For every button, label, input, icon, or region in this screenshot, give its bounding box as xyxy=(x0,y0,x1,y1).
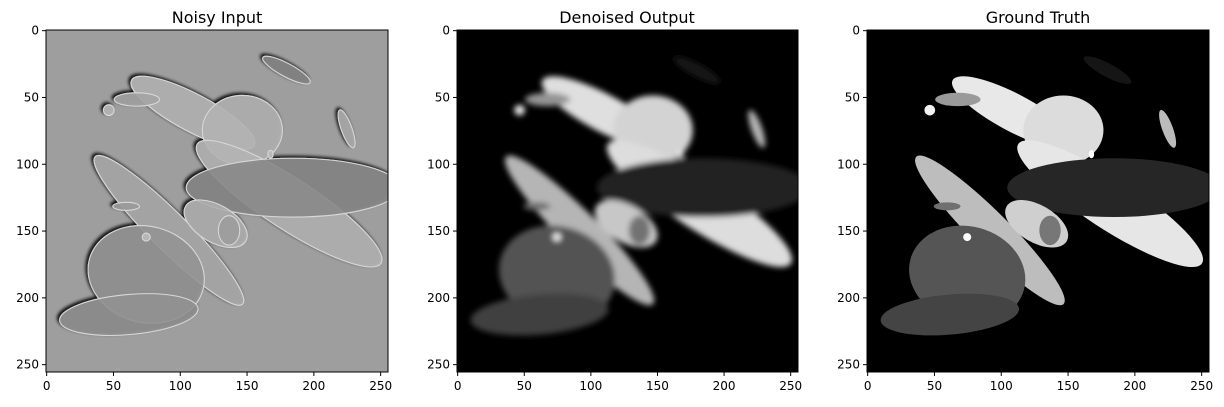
x-tick-label: 200 xyxy=(1123,379,1146,393)
panel-title: Noisy Input xyxy=(172,8,263,27)
ellipse-shape xyxy=(337,109,356,149)
x-tick-label: 250 xyxy=(779,379,802,393)
ellipse-shape xyxy=(267,149,274,159)
panel-ground-truth: Ground Truth 0 50 100 150 200 250 0 50 100 150 20… xyxy=(837,8,1213,393)
ellipse-shape xyxy=(262,55,311,85)
y-tick-label: 0 xyxy=(852,24,860,38)
x-tick-label: 50 xyxy=(106,379,121,393)
panel-denoised-output: Denoised Output 0 50 100 150 200 250 0 50 100 15… xyxy=(427,8,802,393)
ellipse-shape xyxy=(102,104,115,117)
x-tick-label: 150 xyxy=(236,379,259,393)
ellipse-shape xyxy=(552,233,561,242)
axes-frame xyxy=(45,29,389,373)
x-tick-label: 0 xyxy=(43,379,51,393)
image-denoised-output xyxy=(457,30,798,372)
ellipse-shape xyxy=(1083,56,1132,84)
y-tick-label: 100 xyxy=(16,157,39,171)
ellipse-shape xyxy=(673,56,721,84)
y-tick-label: 150 xyxy=(837,224,860,238)
y-tick-label: 150 xyxy=(427,224,450,238)
y-ticks: 0 50 100 150 200 250 xyxy=(427,24,457,372)
y-tick-label: 50 xyxy=(24,90,39,104)
ellipse-shape xyxy=(217,215,241,246)
x-ticks: 0 50 100 150 200 250 xyxy=(864,372,1213,393)
x-tick-label: 50 xyxy=(927,379,942,393)
ellipse-shape xyxy=(514,104,525,116)
y-tick-label: 100 xyxy=(837,157,860,171)
y-tick-label: 200 xyxy=(837,291,860,305)
axes-frame xyxy=(866,29,1210,373)
y-tick-label: 50 xyxy=(435,90,450,104)
ellipse-shape xyxy=(933,202,961,211)
ellipse-shape xyxy=(935,92,981,107)
ellipse-shape xyxy=(596,158,798,218)
ellipse-shape xyxy=(113,92,161,107)
x-tick-label: 100 xyxy=(579,379,602,393)
y-tick-label: 0 xyxy=(31,24,39,38)
ellipse-shape xyxy=(524,92,571,107)
x-ticks: 0 50 100 150 200 250 xyxy=(43,372,392,393)
ellipse-shape xyxy=(504,155,655,306)
x-tick-label: 250 xyxy=(369,379,392,393)
ellipse-shape xyxy=(141,232,151,242)
x-tick-label: 200 xyxy=(713,379,736,393)
x-tick-label: 0 xyxy=(454,379,462,393)
ellipse-shape xyxy=(1088,150,1095,159)
y-ticks: 0 50 100 150 200 250 xyxy=(837,24,867,372)
x-tick-label: 0 xyxy=(864,379,872,393)
ellipse-shape xyxy=(1039,215,1061,246)
ellipse-shape xyxy=(470,293,609,336)
x-tick-label: 100 xyxy=(169,379,192,393)
x-tick-label: 250 xyxy=(1190,379,1213,393)
ellipse-shape xyxy=(880,293,1020,336)
panel-noisy-input: Noisy Input 0 50 100 150 200 250 0 50 100 150 200… xyxy=(16,8,392,393)
ellipse-shape xyxy=(628,215,651,246)
ellipse-shape xyxy=(924,104,936,116)
y-tick-label: 200 xyxy=(16,291,39,305)
y-tick-label: 200 xyxy=(427,291,450,305)
panel-title: Ground Truth xyxy=(986,8,1091,27)
axes-frame xyxy=(456,29,799,373)
ellipse-shape xyxy=(59,293,199,336)
ellipse-shape xyxy=(1007,158,1209,218)
image-ground-truth xyxy=(867,30,1209,372)
ellipse-shape xyxy=(915,155,1065,306)
ellipse-shape xyxy=(185,157,388,218)
y-tick-label: 50 xyxy=(845,90,860,104)
x-tick-label: 50 xyxy=(517,379,532,393)
panel-title: Denoised Output xyxy=(559,8,695,27)
ellipse-shape xyxy=(523,202,551,211)
y-tick-label: 250 xyxy=(837,358,860,372)
ellipse-shape xyxy=(112,201,141,211)
y-tick-label: 0 xyxy=(442,24,450,38)
x-tick-label: 200 xyxy=(302,379,325,393)
ellipse-shape xyxy=(1159,109,1177,148)
x-tick-label: 100 xyxy=(990,379,1013,393)
y-ticks: 0 50 100 150 200 250 xyxy=(16,24,46,372)
ellipse-shape xyxy=(748,109,766,148)
y-tick-label: 100 xyxy=(427,157,450,171)
x-tick-label: 150 xyxy=(646,379,669,393)
x-ticks: 0 50 100 150 200 250 xyxy=(454,372,802,393)
image-noisy-input xyxy=(46,30,388,372)
x-tick-label: 150 xyxy=(1057,379,1080,393)
y-tick-label: 250 xyxy=(16,358,39,372)
ellipse-shape xyxy=(678,150,684,159)
y-tick-label: 250 xyxy=(427,358,450,372)
ellipse-shape xyxy=(963,233,972,242)
y-tick-label: 150 xyxy=(16,224,39,238)
